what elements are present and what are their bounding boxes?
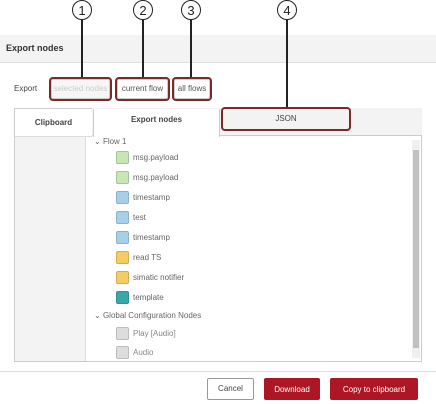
highlight-box	[49, 77, 112, 101]
dialog-title: Export nodes	[6, 43, 64, 53]
cancel-button[interactable]: Cancel	[207, 378, 254, 400]
copy-button[interactable]: Copy to clipboard	[330, 378, 418, 400]
text: msg.payload	[133, 173, 179, 182]
clipboard-tab[interactable]: Clipboard	[15, 109, 92, 137]
highlight-box	[221, 107, 351, 131]
callout: 1	[72, 0, 92, 20]
footer-divider	[0, 371, 436, 372]
callout: 4	[277, 0, 297, 20]
text: template	[133, 293, 164, 302]
highlight-box	[115, 77, 170, 101]
text: test	[133, 213, 146, 222]
node-icon	[116, 171, 129, 184]
callout-line	[142, 20, 144, 77]
node-icon	[116, 251, 129, 264]
node-icon	[116, 291, 129, 304]
callout-line	[81, 20, 83, 77]
export-label: Export	[14, 84, 38, 93]
node-icon	[116, 151, 129, 164]
scrollbar-thumb[interactable]	[413, 150, 419, 348]
download-button[interactable]: Download	[264, 378, 320, 400]
all-flows-button[interactable]: all flows	[174, 79, 210, 99]
node-icon	[116, 231, 129, 244]
dialog-header	[0, 35, 436, 63]
current-flow-button[interactable]: current flow	[117, 79, 168, 99]
node-icon	[116, 346, 129, 359]
text: read TS	[133, 253, 162, 262]
highlight-box	[172, 77, 212, 101]
text: Global Configuration Nodes	[102, 311, 202, 320]
node-icon	[116, 211, 129, 224]
selected-nodes-button[interactable]: selected nodes	[51, 79, 110, 99]
flow-group: ⌄ Flow 1	[94, 137, 127, 146]
text: Audio	[133, 348, 154, 357]
callout: 3	[181, 0, 201, 20]
text: timestamp	[133, 193, 170, 202]
text: simatic notifier	[133, 273, 185, 282]
text: msg.payload	[133, 153, 179, 162]
text: timestamp	[133, 233, 170, 242]
text: Play [Audio]	[133, 329, 176, 338]
callout-line	[286, 20, 288, 107]
node-icon	[116, 327, 129, 340]
callout: 2	[133, 0, 153, 20]
side-tabs	[15, 109, 86, 361]
node-icon	[116, 191, 129, 204]
json-tab[interactable]: JSON	[224, 110, 348, 128]
node-icon	[116, 271, 129, 284]
config-group: ⌄ Global Configuration Nodes	[94, 311, 202, 320]
callout-line	[190, 20, 192, 77]
export-nodes-tab[interactable]: Export nodes	[93, 109, 220, 137]
text: Flow 1	[102, 137, 127, 146]
